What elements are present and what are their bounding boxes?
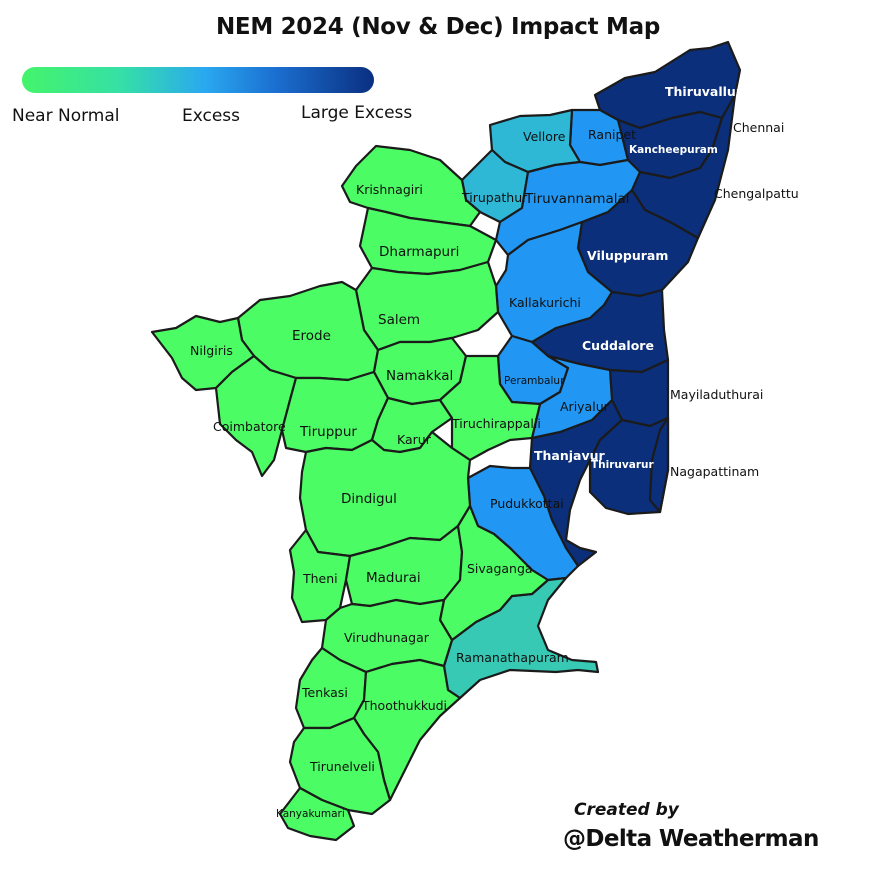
label-ramanathapuram: Ramanathapuram xyxy=(456,650,569,665)
legend-label-near-normal: Near Normal xyxy=(12,106,120,126)
label-perambalur: Perambalur xyxy=(504,375,565,387)
label-ariyalur: Ariyalur xyxy=(560,399,610,414)
label-tenkasi: Tenkasi xyxy=(301,685,348,700)
label-tiruppur: Tiruppur xyxy=(299,424,357,440)
legend-label-excess: Excess xyxy=(182,106,241,126)
label-chengalpattu: Chengalpattu xyxy=(714,186,799,201)
label-krishnagiri: Krishnagiri xyxy=(356,182,423,197)
district-sivaganga[interactable] xyxy=(438,504,550,642)
label-namakkal: Namakkal xyxy=(386,368,453,384)
label-thiruvarur: Thiruvarur xyxy=(591,459,654,471)
label-thiruvallur: Thiruvallur xyxy=(665,84,743,99)
legend-gradient-bar xyxy=(22,67,374,93)
label-madurai: Madurai xyxy=(366,570,421,586)
label-pudukkottai: Pudukkottai xyxy=(490,496,564,511)
label-thanjavur: Thanjavur xyxy=(534,448,606,463)
label-karur: Karur xyxy=(397,432,432,447)
district-tiruvannamalai[interactable] xyxy=(494,158,642,257)
label-dindigul: Dindigul xyxy=(341,491,397,507)
label-tiruchirappalli: Tiruchirappalli xyxy=(451,416,541,431)
label-kancheepuram: Kancheepuram xyxy=(629,144,718,156)
label-sivaganga: Sivaganga xyxy=(467,561,533,576)
legend-label-large-excess: Large Excess xyxy=(301,103,413,123)
label-tirupathur: Tirupathur xyxy=(461,190,528,205)
district-tirunelveli[interactable] xyxy=(288,716,392,816)
label-virudhunagar: Virudhunagar xyxy=(344,630,430,645)
label-thoothukkudi: Thoothukkudi xyxy=(361,698,447,713)
label-chennai: Chennai xyxy=(733,120,784,135)
label-coimbatore: Coimbatore xyxy=(213,419,286,434)
label-cuddalore: Cuddalore xyxy=(582,338,654,353)
credit-line-1: Created by xyxy=(574,800,679,820)
label-vellore: Vellore xyxy=(523,129,566,144)
label-nilgiris: Nilgiris xyxy=(190,343,233,358)
label-tiruvannamalai: Tiruvannamalai xyxy=(524,191,630,207)
label-nagapattinam: Nagapattinam xyxy=(670,464,759,479)
label-ranipet: Ranipet xyxy=(588,127,636,142)
label-tirunelveli: Tirunelveli xyxy=(309,759,375,774)
label-mayiladuthurai: Mayiladuthurai xyxy=(670,387,763,402)
label-theni: Theni xyxy=(302,571,338,586)
district-ariyalur[interactable] xyxy=(530,354,614,440)
map-title: NEM 2024 (Nov & Dec) Impact Map xyxy=(215,14,661,40)
label-kanyakumari: Kanyakumari xyxy=(276,808,345,820)
district-salem[interactable] xyxy=(354,260,500,352)
label-erode: Erode xyxy=(292,328,331,344)
district-nagapattinam[interactable] xyxy=(648,416,670,514)
label-viluppuram: Viluppuram xyxy=(587,248,668,263)
credit-author: @Delta Weatherman xyxy=(563,826,819,852)
label-dharmapuri: Dharmapuri xyxy=(379,244,459,260)
label-salem: Salem xyxy=(378,312,420,328)
district-kanyakumari[interactable] xyxy=(278,786,356,842)
label-kallakurichi: Kallakurichi xyxy=(509,295,581,310)
